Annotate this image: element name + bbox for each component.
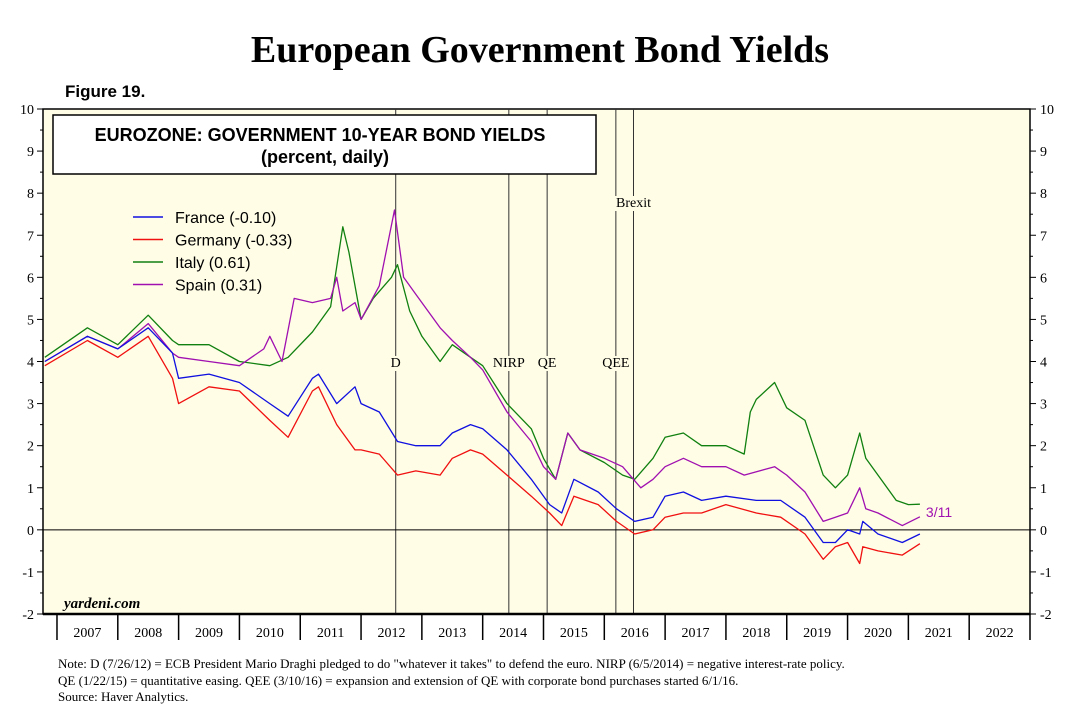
event-label: D <box>391 356 401 371</box>
x-tick-label: 2012 <box>377 626 405 641</box>
y-tick-label-right: 1 <box>1040 482 1047 497</box>
y-tick-label-right: 8 <box>1040 187 1047 202</box>
legend-label: France (-0.10) <box>175 210 276 227</box>
event-label-bg <box>601 356 631 371</box>
chart-title: EUROZONE: GOVERNMENT 10-YEAR BOND YIELDS <box>95 125 546 145</box>
event-label-bg <box>491 356 526 371</box>
x-tick-label: 2010 <box>256 626 284 641</box>
x-tick-label: 2021 <box>925 626 953 641</box>
plot-area <box>42 108 1031 615</box>
legend: France (-0.10) Germany (-0.33) Italy (0.61… <box>133 210 292 295</box>
note-line-1: Note: D (7/26/12) = ECB President Mario … <box>58 656 845 671</box>
y-tick-label-right: 4 <box>1040 356 1047 371</box>
x-tick-label: 2015 <box>560 626 588 641</box>
figure-label: Figure 19. <box>65 82 145 101</box>
note-line-2: QE (1/22/15) = quantitative easing. QEE … <box>58 673 738 688</box>
source-note: Source: Haver Analytics. <box>58 689 188 704</box>
x-tick-label: 2013 <box>438 626 466 641</box>
y-tick-label-left: 10 <box>20 103 34 118</box>
x-tick-label: 2022 <box>986 626 1014 641</box>
watermark: yardeni.com <box>62 596 140 612</box>
legend-label: Spain (0.31) <box>175 278 262 295</box>
event-label-bg <box>536 356 558 371</box>
y-tick-label-left: 9 <box>27 145 34 160</box>
event-label: Brexit <box>616 196 651 211</box>
y-tick-label-left: 8 <box>27 187 34 202</box>
chart-subtitle: (percent, daily) <box>261 147 389 167</box>
y-tick-label-left: 0 <box>27 524 34 539</box>
x-tick-label: 2019 <box>803 626 831 641</box>
y-tick-label-left: -2 <box>22 608 34 623</box>
event-label: QEE <box>602 356 629 371</box>
y-tick-label-right: 7 <box>1040 229 1047 244</box>
y-tick-label-right: 6 <box>1040 271 1047 286</box>
x-tick-label: 2011 <box>317 626 344 641</box>
series-line-france <box>44 327 921 544</box>
page-title: European Government Bond Yields <box>251 29 829 71</box>
x-tick-label: 2008 <box>134 626 162 641</box>
x-tick-label: 2018 <box>742 626 770 641</box>
x-tick-label: 2014 <box>499 626 527 641</box>
y-tick-label-right: -1 <box>1040 566 1052 581</box>
series-line-spain <box>44 209 921 527</box>
y-tick-label-left: 3 <box>27 398 34 413</box>
x-tick-label: 2017 <box>682 626 710 641</box>
legend-label: Germany (-0.33) <box>175 233 292 250</box>
legend-label: Italy (0.61) <box>175 255 251 272</box>
chart-title-box <box>52 114 597 175</box>
end-date-label: 3/11 <box>926 504 952 520</box>
event-label: QE <box>538 356 557 371</box>
y-tick-label-right: 0 <box>1040 524 1047 539</box>
y-tick-label-right: 5 <box>1040 313 1047 328</box>
x-tick-label: 2020 <box>864 626 892 641</box>
y-tick-label-left: 6 <box>27 271 34 286</box>
y-tick-label-right: -2 <box>1040 608 1052 623</box>
y-tick-label-right: 9 <box>1040 145 1047 160</box>
y-tick-label-right: 2 <box>1040 440 1047 455</box>
y-tick-label-right: 3 <box>1040 398 1047 413</box>
y-tick-label-left: 2 <box>27 440 34 455</box>
y-tick-label-left: -1 <box>22 566 34 581</box>
y-tick-label-left: 5 <box>27 313 34 328</box>
event-label: NIRP <box>493 356 525 371</box>
event-label-bg <box>614 196 653 211</box>
event-label-bg <box>389 356 402 371</box>
y-tick-label-right: 10 <box>1040 103 1054 118</box>
y-tick-label-left: 7 <box>27 229 34 244</box>
x-tick-label: 2016 <box>621 626 649 641</box>
y-tick-label-left: 1 <box>27 482 34 497</box>
x-tick-label: 2007 <box>73 626 101 641</box>
series-line-germany <box>44 335 921 565</box>
x-tick-label: 2009 <box>195 626 223 641</box>
y-tick-label-left: 4 <box>27 356 34 371</box>
